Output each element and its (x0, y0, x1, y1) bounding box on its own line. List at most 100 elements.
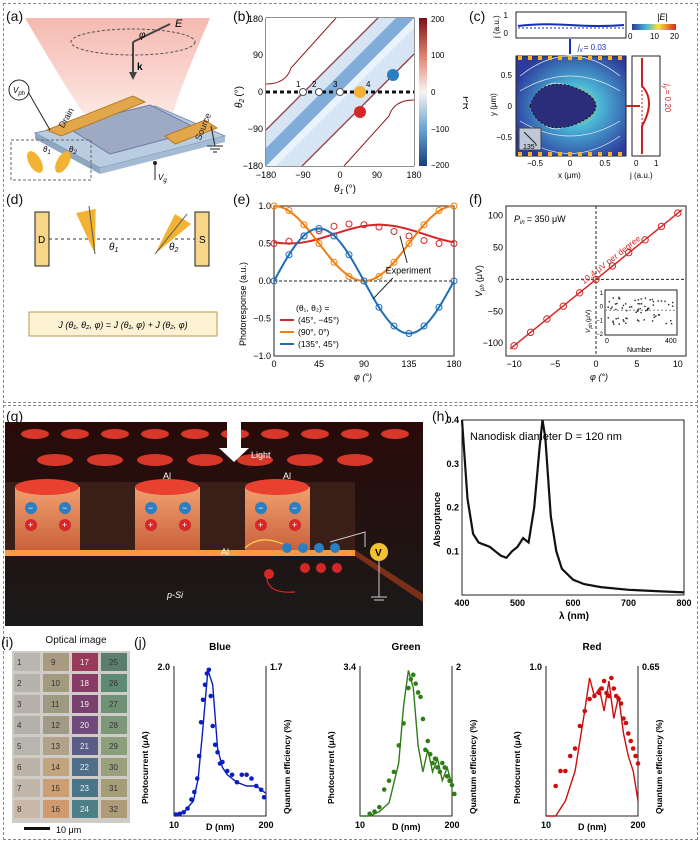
svg-text:−200: −200 (431, 161, 450, 170)
f-xtick: −10 (507, 359, 522, 369)
grid-cell-number: 23 (80, 784, 89, 793)
svg-text:θ2: θ2 (169, 242, 178, 254)
panel-label-f: (f) (469, 191, 483, 207)
e-label: E (175, 18, 183, 30)
grid-cell (43, 674, 69, 692)
j-data-point (606, 693, 612, 699)
svg-text:−: − (182, 503, 187, 513)
e-point (405, 232, 413, 240)
vph-meter (8, 79, 30, 101)
j-ylabel-left: Photocurrent (μA) (140, 731, 150, 804)
f-inset-point (643, 319, 645, 321)
e-point (345, 251, 353, 259)
j-data-point (254, 783, 259, 789)
j-data-point (210, 723, 216, 729)
j-data-point (440, 760, 445, 766)
f-inset-point (617, 317, 619, 320)
f-ytick: 50 (493, 242, 503, 252)
e-point (450, 277, 458, 285)
e-point (435, 240, 443, 247)
grid-cell (72, 695, 98, 713)
f-inset-point (621, 307, 624, 309)
light-label: Light (251, 450, 271, 460)
j-data-point (442, 765, 448, 770)
j-data-point (567, 753, 573, 759)
svg-text:0: 0 (431, 88, 436, 97)
f-inset-point (618, 323, 620, 325)
panel-label-b: (b) (233, 8, 251, 24)
j-data-point (616, 696, 621, 702)
j-data-point (410, 672, 416, 678)
e-point (285, 251, 293, 259)
e-point (420, 237, 428, 244)
grid-cell-number: 15 (51, 784, 60, 793)
pr-point-3 (336, 88, 344, 96)
j-data-point (181, 809, 186, 815)
j-data-point (406, 685, 411, 691)
f-inset-point (638, 320, 640, 322)
e-point (300, 221, 308, 229)
e-xtick: 0 (271, 359, 276, 369)
j-data-point (224, 768, 230, 774)
pillar-2 (135, 487, 200, 552)
f-inset-point (612, 320, 614, 322)
j-data-point (582, 708, 588, 714)
j-data-point (558, 768, 563, 774)
j-data-point (420, 716, 426, 722)
pr-red-dot (354, 106, 366, 118)
panel-label-c: (c) (469, 8, 486, 24)
j-data-point (185, 806, 190, 811)
f-inset-point (635, 311, 637, 314)
svg-text:+: + (28, 520, 33, 530)
j-data-point (189, 797, 194, 802)
j-data-point (202, 682, 208, 688)
f-inset-point (646, 308, 649, 311)
grid-cell (14, 758, 40, 776)
grid-cell-number: 7 (17, 784, 22, 793)
f-inset-point (644, 297, 647, 299)
f-inset-point (670, 322, 673, 325)
j-data-point (563, 768, 568, 774)
svg-text:+: + (148, 520, 153, 530)
j-xtick: 10 (355, 820, 365, 830)
h-ytick: 0.4 (446, 415, 459, 425)
grid-cell-number: 16 (51, 805, 60, 814)
grid-cell-number: 12 (51, 721, 60, 730)
e-point (360, 221, 368, 229)
f-inset-point (648, 307, 650, 309)
grid-cell (14, 716, 40, 734)
e-point (285, 207, 293, 214)
e-ytick: −1.0 (253, 351, 271, 361)
f-inset-point (645, 309, 647, 312)
e-ytick: 0.5 (258, 239, 271, 249)
grid-cell-number: 9 (51, 658, 56, 667)
pr-colorbar (419, 18, 427, 166)
f-inset-point (664, 300, 666, 303)
grid-cell-number: 20 (80, 721, 89, 730)
grid-cell (101, 800, 127, 818)
grid-cell-number: 4 (17, 721, 22, 730)
svg-text:1: 1 (296, 80, 301, 89)
f-inset-point (616, 302, 618, 305)
pr-point-4 (354, 86, 366, 98)
e-ytick: 1.0 (258, 201, 271, 211)
svg-text:0: 0 (504, 29, 509, 38)
grid-cell (14, 800, 40, 818)
e-point (375, 273, 383, 280)
f-ylabel: Vph(μV) (474, 265, 486, 297)
j-data-point (396, 743, 402, 748)
f-inset-point (651, 320, 654, 322)
f-inset-point (646, 309, 649, 311)
f-inset-point (630, 306, 633, 308)
f-inset-point (660, 300, 663, 302)
h-xtick: 500 (510, 598, 525, 608)
f-inset-xtick: 400 (665, 338, 677, 345)
j-data-point (601, 678, 607, 684)
j-xtick: 200 (258, 820, 273, 830)
j-data-point (177, 811, 183, 817)
f-xlabel: φ (°) (590, 372, 608, 382)
svg-text:−: − (148, 503, 153, 513)
j-data-point (196, 753, 202, 759)
j-data-point (611, 686, 617, 691)
grid-cell (72, 758, 98, 776)
